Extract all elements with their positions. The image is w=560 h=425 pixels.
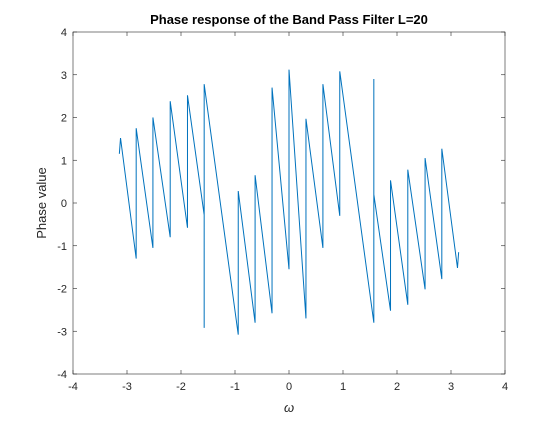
chart-title: Phase response of the Band Pass Filter L… <box>150 12 428 27</box>
y-axis-label: Phase value <box>34 167 49 239</box>
x-tick-label: 0 <box>286 381 292 393</box>
y-tick-label: 4 <box>61 27 67 39</box>
ticks-layer: -4 -3 -2 -1 0 1 2 3 4 -4 -3 -2 -1 0 1 2 3 4 <box>57 27 508 393</box>
y-tick-label: 1 <box>61 155 67 167</box>
axes-box <box>72 31 506 375</box>
x-axis-label: ω <box>284 400 294 415</box>
x-tick-label: -3 <box>122 381 132 393</box>
y-tick-label: 2 <box>61 113 67 125</box>
x-tick-label: 1 <box>340 381 346 393</box>
y-tick-label: -1 <box>57 241 67 253</box>
x-tick-label: -4 <box>68 381 78 393</box>
series-line-phase <box>118 69 460 335</box>
y-tick-label: -2 <box>57 284 67 296</box>
y-tick-label: 3 <box>61 70 67 82</box>
y-tick-label: -4 <box>57 369 67 381</box>
x-tick-label: 3 <box>448 381 454 393</box>
x-tick-label: -2 <box>176 381 186 393</box>
x-tick-label: 2 <box>394 381 400 393</box>
x-tick-label: 4 <box>502 381 508 393</box>
y-tick-label: 0 <box>61 198 67 210</box>
y-tick-label: -3 <box>57 326 67 338</box>
x-tick-label: -1 <box>230 381 240 393</box>
